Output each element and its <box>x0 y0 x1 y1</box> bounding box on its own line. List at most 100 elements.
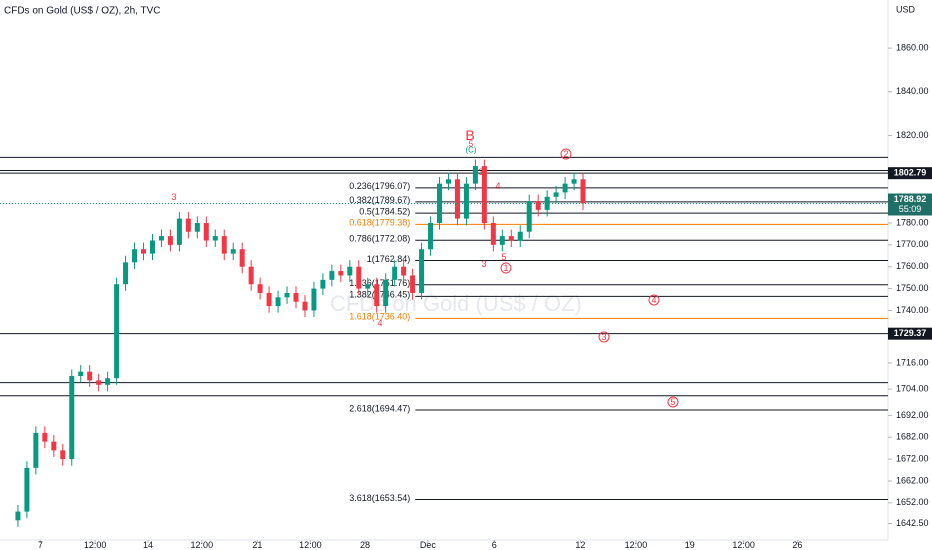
fib-label: 0.382(1789.67) <box>349 195 410 205</box>
x-tick-label: 14 <box>143 540 153 550</box>
x-tick-label: 12:00 <box>732 540 755 550</box>
wave-circle <box>500 262 512 274</box>
y-tick-label: 1860.00 <box>896 42 929 52</box>
candle-body <box>96 380 102 385</box>
x-tick-label: 12:00 <box>84 540 107 550</box>
candle-body <box>185 218 191 232</box>
fib-label: 0.618(1779.38) <box>349 218 410 228</box>
wave-label: 2 <box>563 149 568 159</box>
candle-body <box>454 179 460 219</box>
candle-body <box>580 179 586 204</box>
y-tick-label: 1672.00 <box>896 453 929 463</box>
candle-body <box>239 249 245 267</box>
candle-body <box>320 279 326 289</box>
y-tick-label: 1716.00 <box>896 357 929 367</box>
x-tick-label: 12:00 <box>191 540 214 550</box>
candle-body <box>158 236 164 241</box>
candle-body <box>194 222 200 232</box>
candle-body <box>562 183 568 193</box>
wave-label: 5 <box>501 252 506 262</box>
candle-body <box>167 236 173 245</box>
y-tick-label: 1704.00 <box>896 384 929 394</box>
wave-label: 3 <box>171 192 176 202</box>
candle-body <box>401 266 407 276</box>
x-tick-label: Dec <box>420 540 437 550</box>
candle-body <box>212 236 218 241</box>
candle-body <box>302 301 308 311</box>
countdown: 55:09 <box>899 204 922 214</box>
fib-label: 0.236(1796.07) <box>349 181 410 191</box>
y-tick-label: 1642.50 <box>896 518 929 528</box>
price-label-box <box>888 167 932 180</box>
wave-label: B <box>465 127 474 143</box>
wave-label: 1 <box>503 263 508 273</box>
y-tick-label: 1740.00 <box>896 305 929 315</box>
candle-body <box>176 218 182 245</box>
y-tick-label: 1662.00 <box>896 475 929 485</box>
fib-label: 3.618(1653.54) <box>349 493 410 503</box>
chart-title: CFDs on Gold (US$ / OZ), 2h, TVC <box>4 6 161 17</box>
candle-body <box>374 284 380 307</box>
candle-body <box>60 450 66 460</box>
candle-body <box>311 288 317 311</box>
y-tick-label: 1840.00 <box>896 86 929 96</box>
fib-label: 1.618(1736.40) <box>349 312 410 322</box>
candle-body <box>123 262 129 285</box>
wave-circle <box>648 294 660 306</box>
y-tick-label: 1770.00 <box>896 239 929 249</box>
candle-body <box>365 284 371 289</box>
candle-body <box>445 179 451 184</box>
candle-body <box>571 179 577 184</box>
x-tick-label: 19 <box>685 540 695 550</box>
price-label: 1729.37 <box>894 328 927 338</box>
candle-body <box>347 266 353 276</box>
wave-circle <box>667 396 679 408</box>
y-tick-label: 1760.00 <box>896 261 929 271</box>
x-tick-label: 12:00 <box>299 540 322 550</box>
x-tick-label: 21 <box>252 540 262 550</box>
candle-body <box>203 222 209 241</box>
candle-body <box>383 279 389 307</box>
last-price-box <box>888 193 932 216</box>
candle-body <box>87 371 93 381</box>
candle-body <box>293 292 299 302</box>
last-price-label: 1788.92 <box>894 194 927 204</box>
fib-label: 0.786(1772.08) <box>349 234 410 244</box>
candle-body <box>221 236 227 254</box>
candle-body <box>275 297 281 307</box>
x-tick-label: 26 <box>792 540 802 550</box>
candle-body <box>141 249 147 254</box>
fib-label: 2.618(1694.47) <box>349 403 410 413</box>
candle-body <box>526 201 532 232</box>
fib-label: 1.236(1751.76) <box>349 278 410 288</box>
candle-body <box>481 166 487 223</box>
candle-body <box>51 441 57 451</box>
wave-label: 3 <box>601 332 606 342</box>
wave-label: 4 <box>495 181 500 191</box>
price-label-box <box>888 327 932 340</box>
candle-body <box>132 249 138 263</box>
candle-body <box>338 271 344 276</box>
y-tick-label: 1780.00 <box>896 217 929 227</box>
candle-body <box>472 166 478 184</box>
wave-label: 4 <box>651 295 656 305</box>
candle-body <box>284 292 290 298</box>
wave-label: 3 <box>478 167 483 177</box>
candle-body <box>463 183 469 219</box>
wave-label: 5 <box>469 140 474 149</box>
fib-label: 0.5(1784.52) <box>359 206 410 216</box>
x-tick-label: 7 <box>38 540 43 550</box>
candle-body <box>266 292 272 307</box>
candle-body <box>230 249 236 254</box>
candle-body <box>69 376 75 460</box>
candle-body <box>392 266 398 280</box>
candle-body <box>149 240 155 254</box>
y-tick-label: 1682.00 <box>896 432 929 442</box>
wave-label: 3 <box>481 259 486 269</box>
candle-body <box>553 192 559 197</box>
candle-body <box>490 222 496 245</box>
price-label: 1802.79 <box>894 168 927 178</box>
candle-body <box>114 284 120 379</box>
